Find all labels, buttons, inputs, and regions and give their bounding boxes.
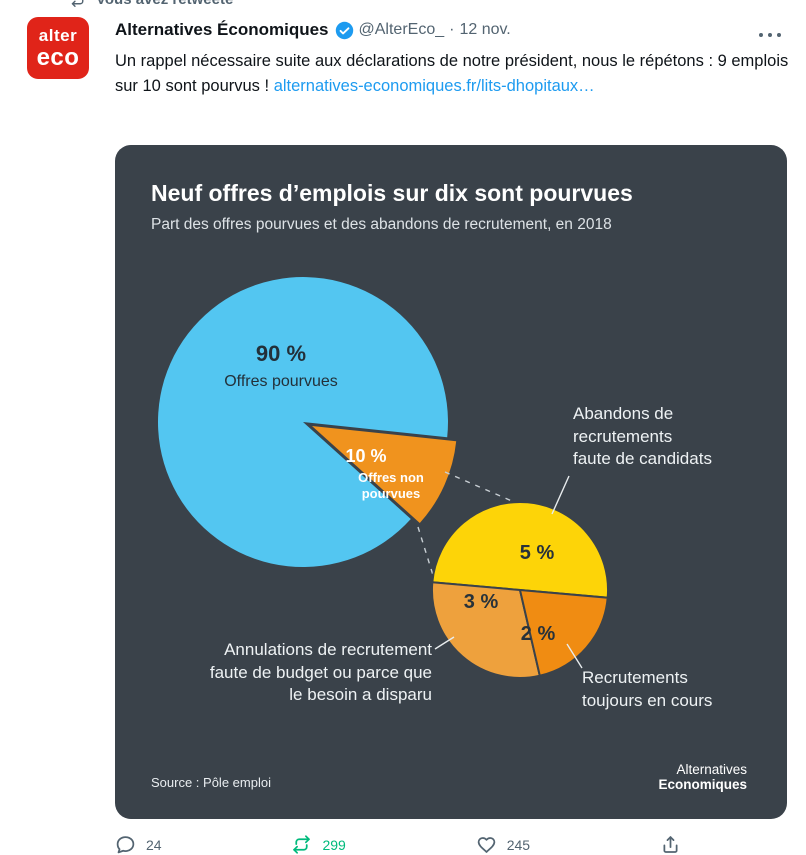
tweet-date[interactable]: 12 nov. — [459, 21, 511, 38]
reply-count: 24 — [146, 836, 162, 853]
more-icon[interactable] — [758, 26, 782, 44]
pie-slice-offres-pourvues — [157, 277, 448, 568]
pie-slice-annulations — [430, 581, 541, 679]
retweet-count: 299 — [322, 836, 346, 853]
publisher-logo-line: Alternatives — [676, 762, 747, 777]
label-line: recrutements — [573, 426, 673, 446]
label-line: Abandons de — [573, 404, 674, 423]
avatar-text-alter: alter — [38, 25, 78, 45]
label-line: Recrutements — [582, 668, 688, 687]
label-annulations: Annulations de recrutement faute de budg… — [150, 639, 432, 707]
pointer-line-en-cours — [566, 643, 583, 669]
avatar[interactable]: alter eco — [27, 17, 89, 79]
detail-value-annulations: 3 % — [463, 591, 499, 613]
label-line: faute de candidats — [573, 449, 712, 468]
pointer-line-annulations — [434, 636, 455, 650]
pie-chart-graphic — [157, 277, 610, 679]
retweet-icon — [293, 835, 311, 854]
label-en-cours: Recrutements toujours en cours — [582, 667, 712, 712]
detail-value-en-cours: 2 % — [520, 623, 556, 645]
label-line: toujours en cours — [582, 690, 713, 710]
reply-icon — [116, 836, 135, 854]
tweet-body-text: Un rappel nécessaire suite aux déclarati… — [115, 52, 789, 95]
share-icon — [663, 836, 678, 853]
chart-image[interactable]: Neuf offres d’emplois sur dix sont pourv… — [115, 145, 787, 819]
label-line: faute de budget ou parce que — [209, 662, 432, 682]
share-button[interactable] — [660, 834, 681, 855]
verified-badge-icon — [335, 21, 353, 39]
author-handle[interactable]: @AlterEco_ — [358, 21, 445, 38]
retweet-banner[interactable]: Vous avez retweeté — [70, 0, 233, 8]
wedge-label-line: pourvues — [361, 486, 421, 501]
label-line: le besoin a disparu — [289, 685, 432, 704]
tweet-header: Alternatives Économiques @AlterEco_ · 12… — [115, 20, 511, 40]
publisher-logo-line: Economiques — [658, 776, 747, 792]
avatar-text-eco: eco — [36, 43, 80, 71]
main-slice-value: 90 % — [255, 341, 307, 366]
heart-icon — [477, 837, 495, 853]
pointer-line-abandons — [551, 475, 570, 515]
wedge-label: Offres non pourvues — [341, 470, 441, 502]
wedge-label-line: Offres non — [358, 470, 424, 485]
tweet-link-path: /lits-dhopitaux… — [476, 77, 595, 95]
label-abandons: Abandons de recrutements faute de candid… — [573, 403, 712, 471]
chart-subtitle: Part des offres pourvues et des abandons… — [151, 216, 612, 233]
publisher-logo: Alternatives Economiques — [658, 762, 747, 792]
retweet-banner-label: Vous avez retweeté — [96, 0, 233, 8]
pie-slice-abandons — [431, 500, 610, 599]
retweet-button[interactable]: 299 — [291, 834, 346, 855]
chart-title: Neuf offres d’emplois sur dix sont pourv… — [151, 180, 633, 206]
detail-value-abandons: 5 % — [519, 542, 555, 564]
retweet-icon — [71, 0, 84, 7]
zoom-guide-line-top — [444, 471, 522, 506]
pie-slice-offres-non-pourvues — [312, 426, 457, 523]
tweet-link-domain: alternatives-economiques.fr — [273, 77, 477, 95]
like-count: 245 — [506, 836, 531, 853]
separator-dot: · — [449, 21, 455, 38]
label-line: Annulations de recrutement — [224, 640, 432, 659]
tweet-actions: 24 299 245 — [115, 834, 681, 855]
author-name[interactable]: Alternatives Économiques — [115, 20, 329, 39]
pie-slice-en-cours — [518, 588, 609, 677]
tweet-text: Un rappel nécessaire suite aux déclarati… — [115, 49, 795, 99]
reply-button[interactable]: 24 — [115, 834, 162, 855]
wedge-value: 10 % — [345, 446, 387, 466]
chart-source: Source : Pôle emploi — [151, 775, 271, 790]
tweet-link[interactable]: alternatives-economiques.fr/lits-dhopita… — [274, 77, 595, 95]
like-button[interactable]: 245 — [476, 834, 530, 855]
main-slice-label: Offres pourvues — [224, 373, 338, 390]
